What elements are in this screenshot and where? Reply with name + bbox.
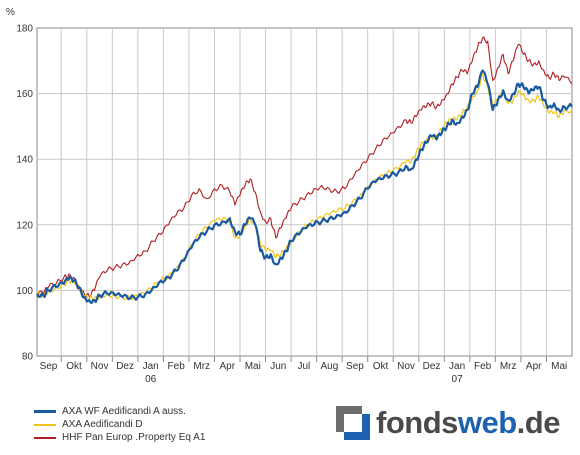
x-tick-label: Mrz [500, 361, 517, 372]
x-tick-label: Mai [551, 361, 567, 372]
y-tick-label: 120 [16, 220, 33, 231]
x-tick-label: Jan [143, 361, 159, 372]
y-tick-label: 160 [16, 89, 33, 100]
series-lines [36, 36, 573, 304]
x-tick-label: Sep [40, 361, 58, 372]
x-tick-label: Nov [397, 361, 415, 372]
y-tick-label: 80 [22, 352, 34, 363]
x-tick-label: Dez [423, 361, 441, 372]
y-tick-label: 140 [16, 155, 33, 166]
y-axis-label: % [6, 7, 15, 18]
x-tick-label: Jun [270, 361, 286, 372]
legend-swatch-axa-d [34, 423, 56, 426]
x-year-label: 06 [145, 374, 157, 385]
legend-label: AXA WF Aedificandi A auss. [62, 406, 186, 417]
x-tick-label: Nov [91, 361, 109, 372]
plot-area [36, 27, 573, 357]
x-tick-label: Dez [116, 361, 134, 372]
x-tick-label: Okt [66, 361, 82, 372]
logo-text: fondsweb.de [376, 405, 560, 440]
series-line-hhf [36, 36, 573, 298]
legend: AXA WF Aedificandi A auss. AXA Aedifican… [34, 405, 205, 444]
x-tick-label: Feb [168, 361, 186, 372]
y-tick-label: 100 [16, 286, 33, 297]
legend-swatch-hhf [34, 436, 56, 439]
x-tick-label: Apr [526, 361, 542, 372]
legend-label: AXA Aedificandi D [62, 419, 143, 430]
legend-item: AXA WF Aedificandi A auss. [34, 405, 205, 418]
legend-label: HHF Pan Europ .Property Eq A1 [62, 432, 206, 443]
legend-item: HHF Pan Europ .Property Eq A1 [34, 431, 205, 444]
y-axis: % 80 100 120 140 160 180 [6, 7, 33, 363]
x-tick-label: Jan [449, 361, 465, 372]
series-line-axa-a [36, 69, 573, 304]
x-tick-label: Feb [474, 361, 492, 372]
logo-mark-icon [336, 406, 370, 440]
legend-swatch-axa-a [34, 410, 56, 413]
legend-item: AXA Aedificandi D [34, 418, 205, 431]
x-tick-label: Apr [219, 361, 235, 372]
x-tick-label: Sep [346, 361, 364, 372]
y-tick-label: 180 [16, 24, 33, 35]
fondsweb-logo: fondsweb.de [336, 405, 560, 441]
x-axis: Sep Okt Nov Dez Jan Feb Mrz Apr Mai Jun Jul Aug Sep O… [40, 356, 567, 385]
chart-grid [37, 28, 572, 356]
line-chart: % 80 100 120 140 160 180 Sep Okt Nov Dez Jan Feb Mr… [6, 7, 573, 385]
x-tick-label: Okt [373, 361, 389, 372]
x-year-label: 07 [452, 374, 464, 385]
x-tick-label: Jul [297, 361, 310, 372]
x-tick-label: Aug [321, 361, 339, 372]
x-tick-label: Mai [245, 361, 261, 372]
x-tick-label: Mrz [193, 361, 210, 372]
